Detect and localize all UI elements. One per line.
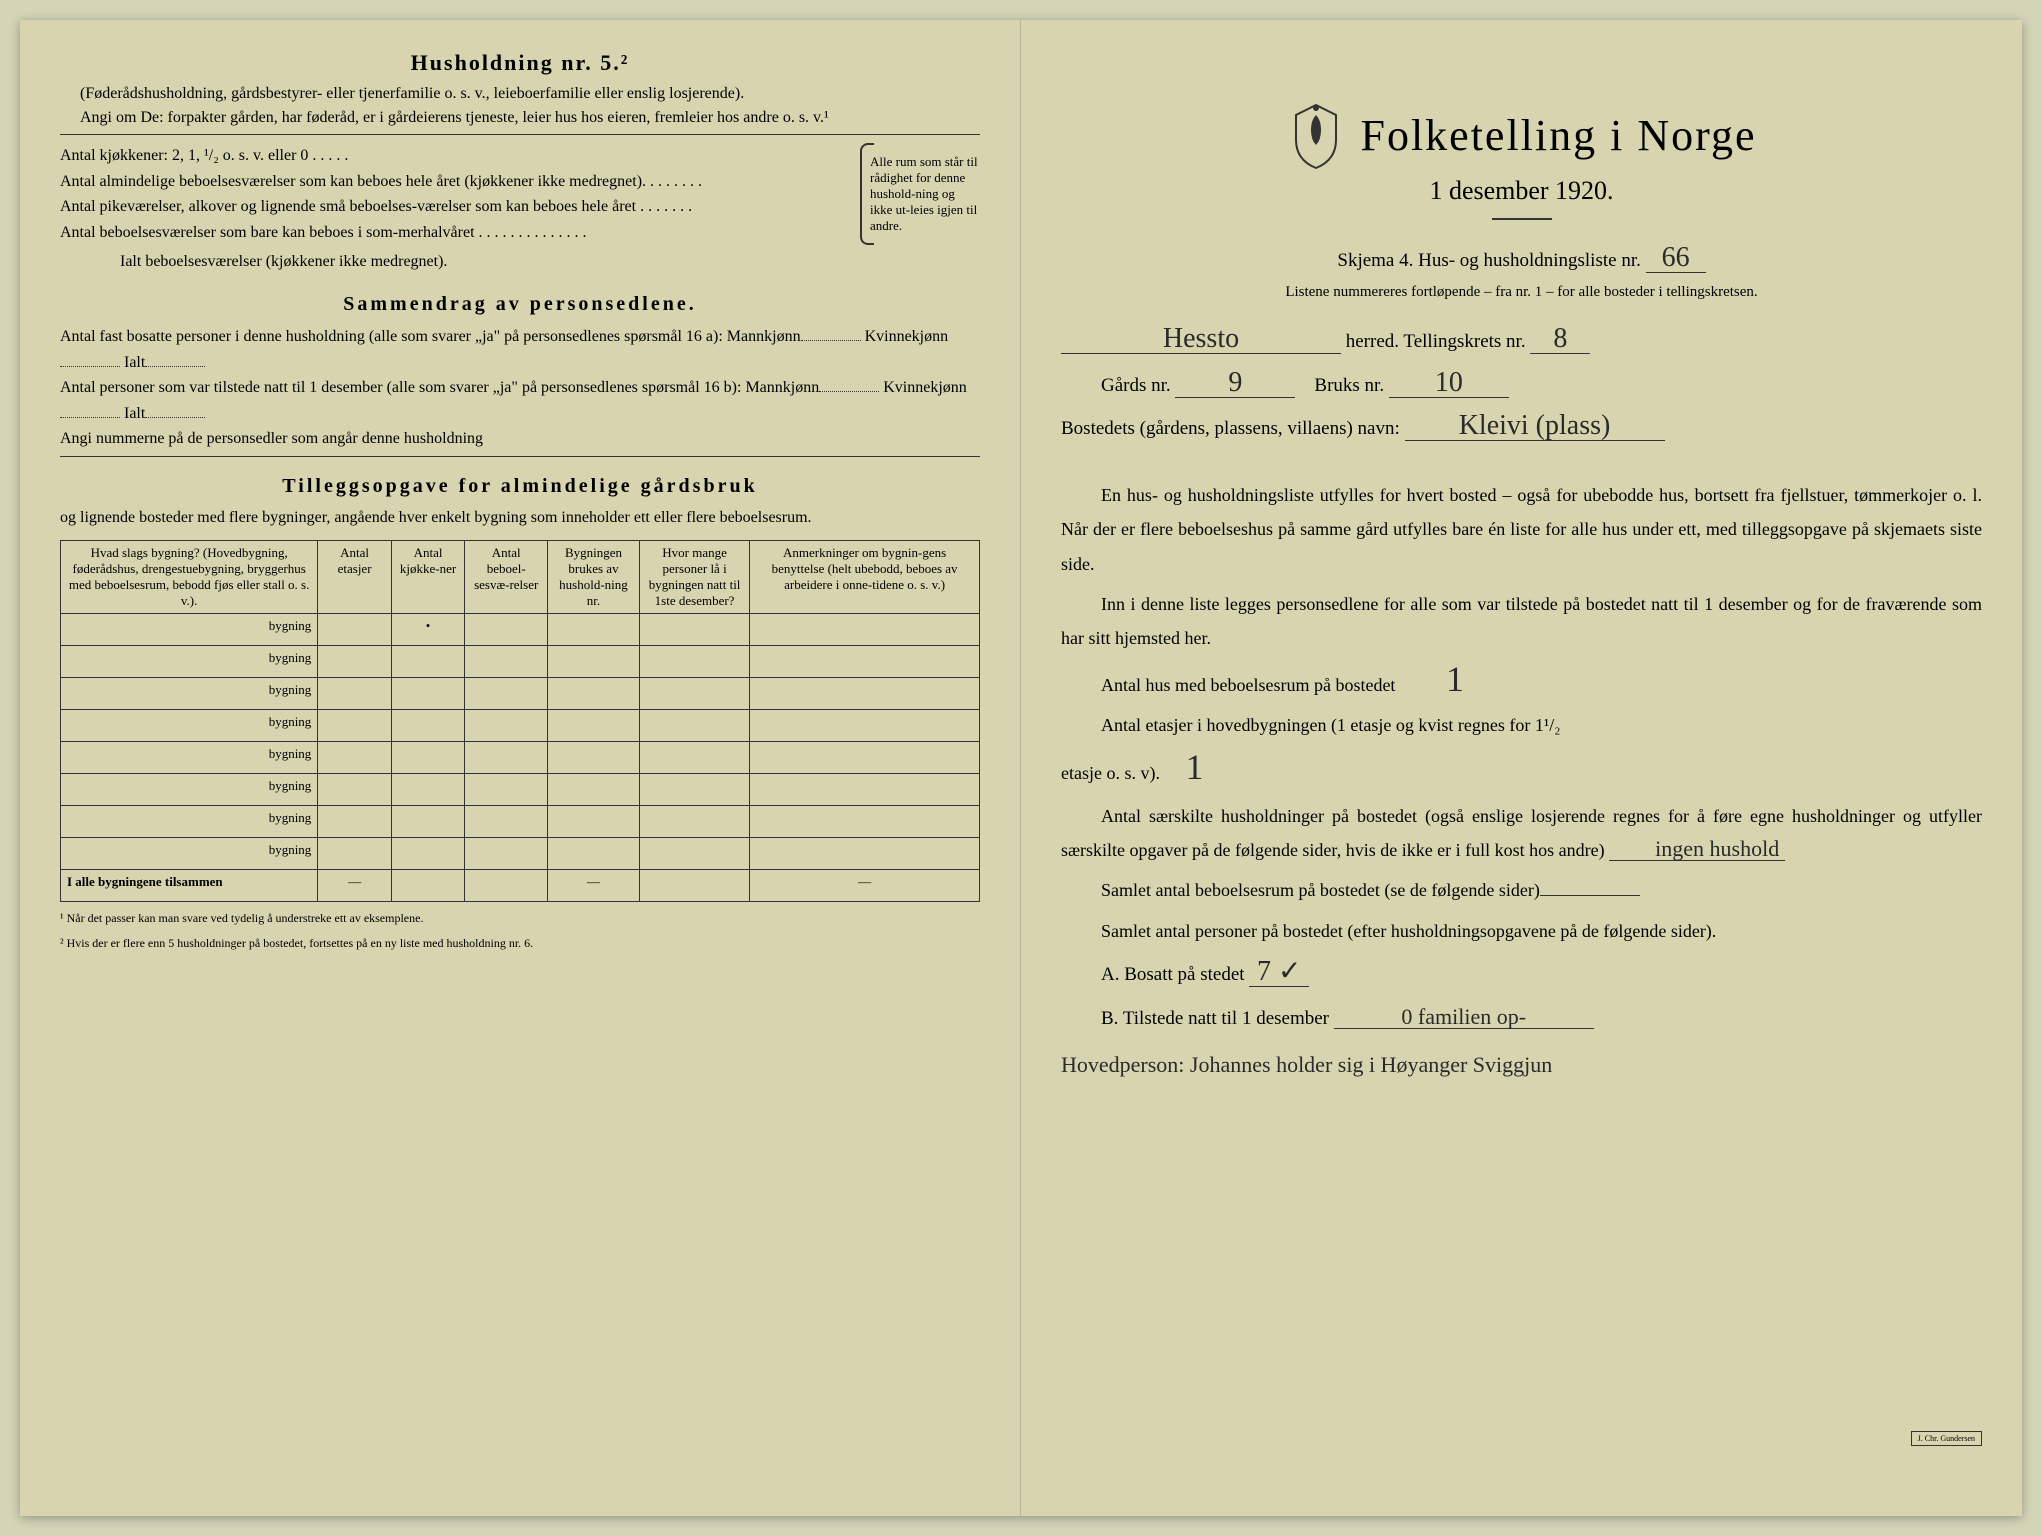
total-rooms-line: Ialt beboelsesværelser (kjøkkener ikke m… (60, 249, 980, 275)
table-body: bygning• bygning bygning bygning bygning… (61, 613, 980, 901)
th-kitchens: Antal kjøkke-ner (391, 540, 465, 613)
q2b-row: etasje o. s. v). 1 (1061, 749, 1982, 794)
bosted-row: Bostedets (gårdens, plassens, villaens) … (1061, 408, 1982, 450)
q2-row: Antal etasjer i hovedbygningen (1 etasje… (1061, 708, 1982, 742)
room-line-2: Antal pikeværelser, alkover og lignende … (60, 194, 860, 220)
title-block: Folketelling i Norge 1 desember 1920. (1061, 100, 1982, 220)
right-page: Folketelling i Norge 1 desember 1920. Sk… (1021, 20, 2022, 1516)
kitchens-line: Antal kjøkkener: 2, 1, ¹/₂ o. s. v. elle… (60, 143, 860, 169)
brace-note: Alle rum som står til rådighet for denne… (860, 143, 980, 245)
table-row: bygning (61, 741, 980, 773)
bruks-nr-value: 10 (1389, 369, 1509, 398)
table-header-row: Hvad slags bygning? (Hovedbygning, føder… (61, 540, 980, 613)
table-row: bygning (61, 709, 980, 741)
qB-row: B. Tilstede natt til 1 desember 0 famili… (1101, 998, 1982, 1040)
herred-value: Hessto (1061, 325, 1341, 354)
summary-line-2: Antal personer som var tilstede natt til… (60, 375, 980, 426)
building-table: Hvad slags bygning? (Hovedbygning, føder… (60, 540, 980, 902)
q3-value: ingen hushold (1609, 838, 1785, 861)
gards-nr-value: 9 (1175, 369, 1295, 398)
bosted-value: Kleivi (plass) (1405, 412, 1665, 441)
table-row: bygning (61, 837, 980, 869)
q4-row: Samlet antal beboelsesrum på bostedet (s… (1061, 873, 1982, 907)
footnote-1: ¹ Når det passer kan man svare ved tydel… (60, 910, 980, 927)
intro-text-1: (Føderådshusholdning, gårdsbestyrer- ell… (60, 82, 980, 106)
date-subtitle: 1 desember 1920. (1061, 176, 1982, 206)
intro-text-2: Angi om De: forpakter gården, har føderå… (60, 106, 980, 130)
skjema-row: Skjema 4. Hus- og husholdningsliste nr. … (1061, 240, 1982, 282)
q2-value: 1 (1164, 749, 1224, 785)
qA-value: 7 ✓ (1249, 958, 1309, 987)
herred-row: Hessto herred. Tellingskrets nr. 8 (1061, 321, 1982, 363)
table-total-row: I alle bygningene tilsammen——— (61, 869, 980, 901)
table-row: bygning (61, 645, 980, 677)
coat-of-arms-icon (1286, 100, 1346, 170)
th-rooms: Antal beboel-sesvæ-relser (465, 540, 548, 613)
table-row: bygning (61, 773, 980, 805)
left-page: Husholdning nr. 5.² (Føderådshusholdning… (20, 20, 1021, 1516)
paragraph-2: Inn i denne liste legges personsedlene f… (1061, 587, 1982, 655)
room-line-1: Antal almindelige beboelsesværelser som … (60, 169, 860, 195)
gards-row: Gårds nr. 9 Bruks nr. 10 (1061, 365, 1982, 407)
paragraph-1: En hus- og husholdningsliste utfylles fo… (1061, 478, 1982, 581)
form-number-value: 66 (1646, 244, 1706, 273)
census-form-document: Husholdning nr. 5.² (Føderådshusholdning… (20, 20, 2022, 1516)
qA-row: A. Bosatt på stedet 7 ✓ (1101, 954, 1982, 996)
tillegg-subtext: og lignende bosteder med flere bygninger… (60, 506, 980, 530)
household-heading: Husholdning nr. 5.² (60, 50, 980, 76)
rooms-brace-group: Antal kjøkkener: 2, 1, ¹/₂ o. s. v. elle… (60, 143, 980, 245)
table-row: bygning (61, 677, 980, 709)
q1-row: Antal hus med beboelsesrum på bostedet 1 (1061, 661, 1982, 702)
printer-stamp: J. Chr. Gundersen (1911, 1431, 1982, 1446)
tillegg-heading: Tilleggsopgave for almindelige gårdsbruk (60, 475, 980, 498)
table-row: bygning (61, 805, 980, 837)
th-household-nr: Bygningen brukes av hushold-ning nr. (548, 540, 640, 613)
summary-line-1: Antal fast bosatte personer i denne hush… (60, 324, 980, 375)
th-persons: Hvor mange personer lå i bygningen natt … (639, 540, 749, 613)
footnote-2: ² Hvis der er flere enn 5 husholdninger … (60, 935, 980, 952)
krets-nr-value: 8 (1530, 325, 1590, 354)
summary-heading: Sammendrag av personsedlene. (60, 293, 980, 316)
main-title: Folketelling i Norge (1360, 110, 1756, 161)
th-remarks: Anmerkninger om bygnin-gens benyttelse (… (750, 540, 980, 613)
th-building-type: Hvad slags bygning? (Hovedbygning, føder… (61, 540, 318, 613)
qB-handwritten-note: Hovedperson: Johannes holder sig i Høyan… (1061, 1041, 1982, 1089)
q1-value: 1 (1400, 661, 1470, 697)
room-line-3: Antal beboelsesværelser som bare kan beb… (60, 220, 860, 246)
summary-line-3: Angi nummerne på de personsedler som ang… (60, 426, 980, 452)
q5-row: Samlet antal personer på bostedet (efter… (1061, 914, 1982, 948)
q3-row: Antal særskilte husholdninger på bostede… (1061, 799, 1982, 867)
title-divider (1492, 218, 1552, 220)
th-floors: Antal etasjer (318, 540, 392, 613)
qB-value: 0 familien op- (1334, 1006, 1594, 1029)
list-note: Listene nummereres fortløpende – fra nr.… (1061, 284, 1982, 301)
table-row: bygning• (61, 613, 980, 645)
